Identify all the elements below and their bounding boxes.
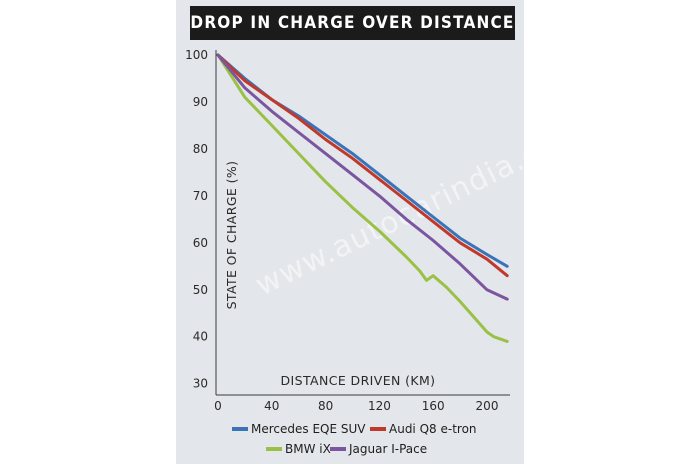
- y-tick-label: 80: [193, 142, 208, 156]
- y-tick-label: 90: [193, 95, 208, 109]
- x-tick-labels: 0 40 80 120 160 200: [214, 399, 498, 413]
- legend-label: BMW iX: [285, 442, 331, 456]
- legend: Mercedes EQE SUV Audi Q8 e-tron BMW iX Jagu…: [232, 422, 477, 456]
- legend-label: Mercedes EQE SUV: [251, 422, 366, 436]
- chart-title-bar: DROP IN CHARGE OVER DISTANCE: [190, 6, 515, 40]
- series-line: [216, 53, 509, 301]
- y-tick-label: 50: [193, 283, 208, 297]
- x-tick-label: 80: [318, 399, 333, 413]
- y-tick-label: 30: [193, 377, 208, 391]
- legend-label: Audi Q8 e-tron: [389, 422, 477, 436]
- y-tick-label: 70: [193, 189, 208, 203]
- series-lines: [216, 53, 509, 343]
- x-tick-label: 160: [422, 399, 445, 413]
- x-axis-title: DISTANCE DRIVEN (KM): [281, 373, 436, 388]
- y-tick-labels: 30 40 50 60 70 80 90 100: [185, 48, 208, 391]
- x-tick-label: 0: [214, 399, 222, 413]
- chart-panel: [176, 0, 524, 464]
- legend-label: Jaguar I-Pace: [348, 442, 427, 456]
- series-line: [216, 53, 509, 343]
- y-tick-label: 100: [185, 48, 208, 62]
- x-tick-label: 120: [368, 399, 391, 413]
- y-axis-title: STATE OF CHARGE (%): [224, 161, 239, 310]
- y-tick-label: 40: [193, 330, 208, 344]
- series-line: [216, 53, 509, 278]
- chart-title: DROP IN CHARGE OVER DISTANCE: [190, 13, 515, 33]
- y-tick-label: 60: [193, 236, 208, 250]
- x-tick-label: 200: [476, 399, 499, 413]
- x-tick-label: 40: [264, 399, 279, 413]
